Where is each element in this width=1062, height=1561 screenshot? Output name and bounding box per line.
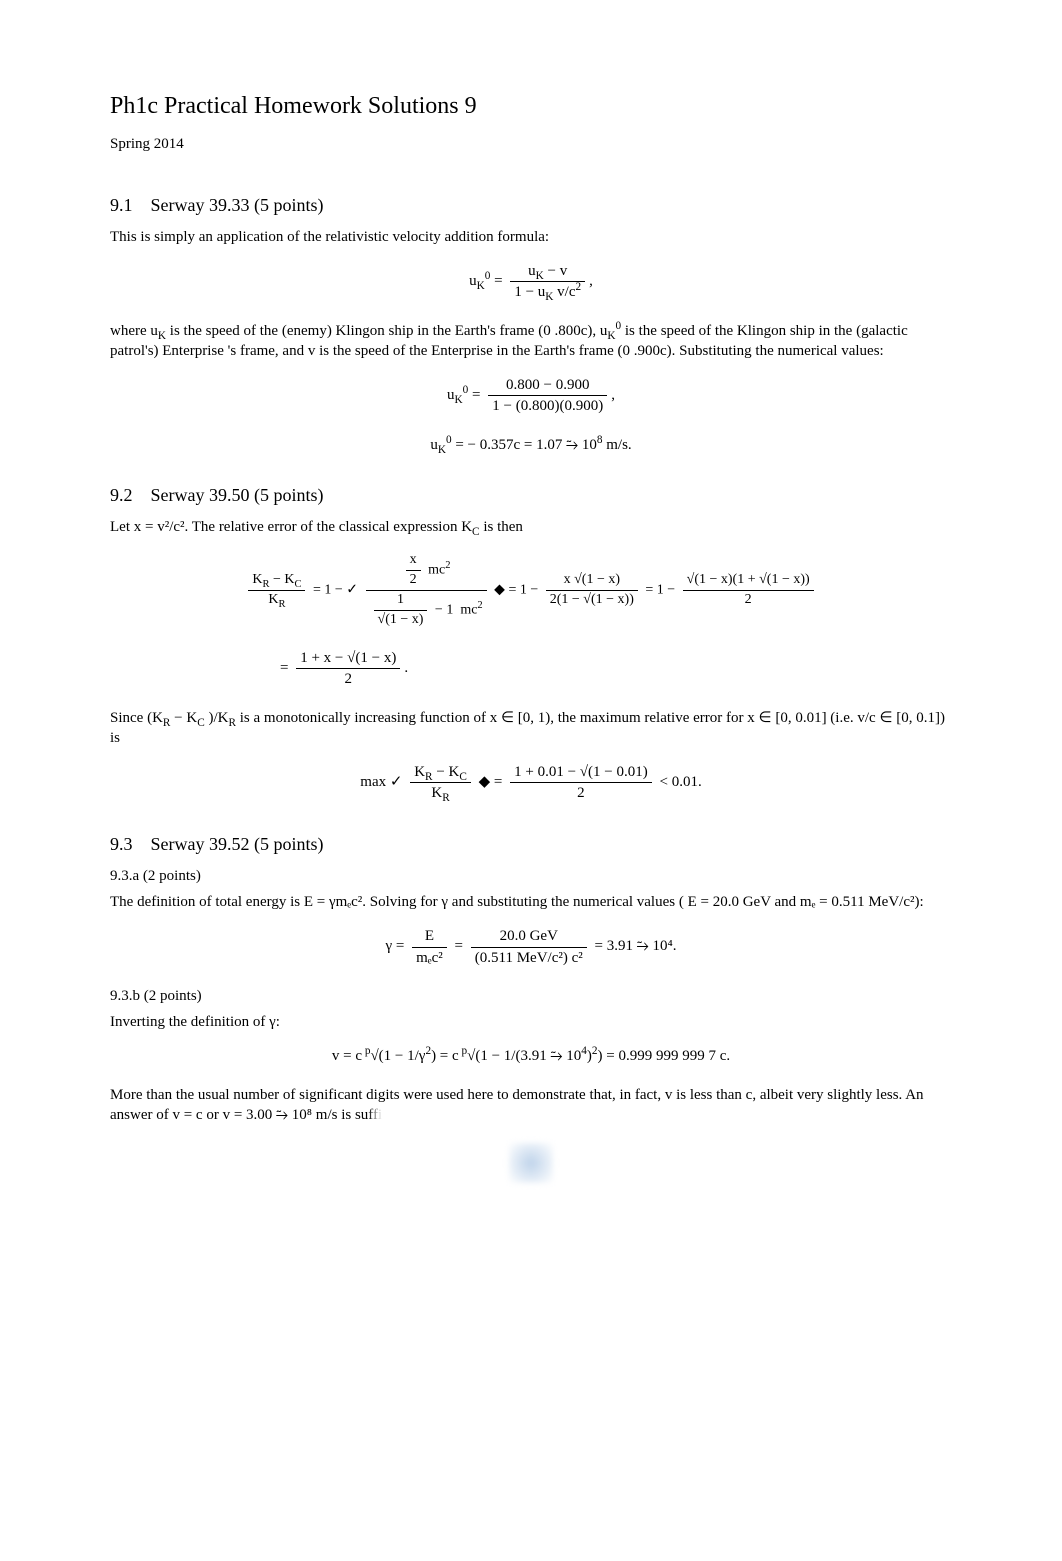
fraction: E mₑc² <box>412 926 447 968</box>
numerator: 1 + 0.01 − √(1 − 0.01) <box>510 762 652 782</box>
eq-lhs: uK0 = <box>469 273 506 289</box>
equation: KR − KC KR = 1 − ✓ x2 mc2 1√(1 − x) − 1 … <box>110 551 952 630</box>
equation: uK0 = 0.800 − 0.900 1 − (0.800)(0.900) , <box>110 375 952 417</box>
equation: = 1 + x − √(1 − x) 2 . <box>110 648 952 690</box>
numerator: E <box>412 926 447 946</box>
equation: γ = E mₑc² = 20.0 GeV (0.511 MeV/c²) c² … <box>110 926 952 968</box>
body-text: More than the usual number of significan… <box>110 1085 952 1126</box>
section-title: Serway 39.33 (5 points) <box>151 195 324 215</box>
equation: uK0 = − 0.357c = 1.07 ⥲ 108 m/s. <box>110 435 952 455</box>
eq-tail: = 3.91 ⥲ 10⁴. <box>595 939 677 955</box>
body-text: The definition of total energy is E = γm… <box>110 892 952 912</box>
fraction: x √(1 − x) 2(1 − √(1 − x)) <box>546 571 638 610</box>
section-number: 9.3 <box>110 834 133 854</box>
denominator: KR <box>410 782 471 803</box>
numerator: √(1 − x)(1 + √(1 − x)) <box>683 571 814 590</box>
body-text: where uK is the speed of the (enemy) Kli… <box>110 321 952 362</box>
subtitle: Spring 2014 <box>110 134 952 154</box>
fraction: √(1 − x)(1 + √(1 − x)) 2 <box>683 571 814 610</box>
section-title: Serway 39.52 (5 points) <box>151 834 324 854</box>
numerator: x2 mc2 <box>366 551 487 590</box>
eq-tail: , <box>589 273 593 289</box>
text-run: is then <box>483 519 523 535</box>
denominator: KR <box>248 590 305 610</box>
fraction: KR − KC KR <box>248 571 305 610</box>
numerator: x √(1 − x) <box>546 571 638 590</box>
fraction: 0.800 − 0.900 1 − (0.800)(0.900) <box>488 375 607 417</box>
denominator: mₑc² <box>412 947 447 968</box>
blurred-watermark-icon <box>509 1143 553 1183</box>
body-text: This is simply an application of the rel… <box>110 227 952 247</box>
body-text: Since (KR − KC )/KR is a monotonically i… <box>110 708 952 749</box>
eq-lhs: uK0 = <box>447 387 484 403</box>
equation: max ✓ KR − KC KR ◆ = 1 + 0.01 − √(1 − 0.… <box>110 762 952 804</box>
denominator: 1√(1 − x) − 1 mc2 <box>366 590 487 630</box>
denominator: 2 <box>296 668 400 689</box>
body-text: Inverting the definition of γ: <box>110 1012 952 1032</box>
eq-tail: , <box>611 387 615 403</box>
denominator: 1 − uK v/c2 <box>510 281 585 302</box>
numerator: 0.800 − 0.900 <box>488 375 607 395</box>
denominator: 2 <box>510 782 652 803</box>
denominator: 2 <box>683 590 814 610</box>
section-heading-9-2: 9.2 Serway 39.50 (5 points) <box>110 483 952 507</box>
fraction: 1 + x − √(1 − x) 2 <box>296 648 400 690</box>
subsection-heading-a: 9.3.a (2 points) <box>110 866 952 886</box>
text-run: is the speed of the (enemy) Klingon ship… <box>170 323 608 339</box>
section-heading-9-1: 9.1 Serway 39.33 (5 points) <box>110 193 952 217</box>
fraction: uK − v 1 − uK v/c2 <box>510 261 585 303</box>
numerator: uK − v <box>510 261 585 281</box>
fraction: 1 + 0.01 − √(1 − 0.01) 2 <box>510 762 652 804</box>
section-title: Serway 39.50 (5 points) <box>151 485 324 505</box>
text-run: − K <box>174 710 197 726</box>
denominator: 2(1 − √(1 − x)) <box>546 590 638 610</box>
equation: v = c p√(1 − 1/γ2) = c p√(1 − 1/(3.91 ⥲ … <box>110 1046 952 1066</box>
eq-tail: < 0.01. <box>659 774 701 790</box>
eq-lhs: γ = <box>386 939 409 955</box>
subsection-heading-b: 9.3.b (2 points) <box>110 986 952 1006</box>
page-title: Ph1c Practical Homework Solutions 9 <box>110 90 952 122</box>
denominator: (0.511 MeV/c²) c² <box>471 947 587 968</box>
numerator: 1 + x − √(1 − x) <box>296 648 400 668</box>
text-run: Since (K <box>110 710 163 726</box>
denominator: 1 − (0.800)(0.900) <box>488 395 607 416</box>
text-run: )/K <box>208 710 228 726</box>
fraction: KR − KC KR <box>410 762 471 804</box>
equation: uK0 = uK − v 1 − uK v/c2 , <box>110 261 952 303</box>
section-number: 9.1 <box>110 195 133 215</box>
text-run: Let x = v²/c². The relative error of the… <box>110 519 472 535</box>
faded-text: ffi <box>368 1105 382 1125</box>
body-text: Let x = v²/c². The relative error of the… <box>110 517 952 537</box>
text-run: where u <box>110 323 158 339</box>
numerator: KR − KC <box>248 571 305 590</box>
numerator: KR − KC <box>410 762 471 782</box>
fraction: x2 mc2 1√(1 − x) − 1 mc2 <box>366 551 487 630</box>
section-heading-9-3: 9.3 Serway 39.52 (5 points) <box>110 832 952 856</box>
max-label: max <box>360 774 386 790</box>
section-number: 9.2 <box>110 485 133 505</box>
numerator: 20.0 GeV <box>471 926 587 946</box>
fraction: 20.0 GeV (0.511 MeV/c²) c² <box>471 926 587 968</box>
text-run: More than the usual number of significan… <box>110 1087 924 1123</box>
